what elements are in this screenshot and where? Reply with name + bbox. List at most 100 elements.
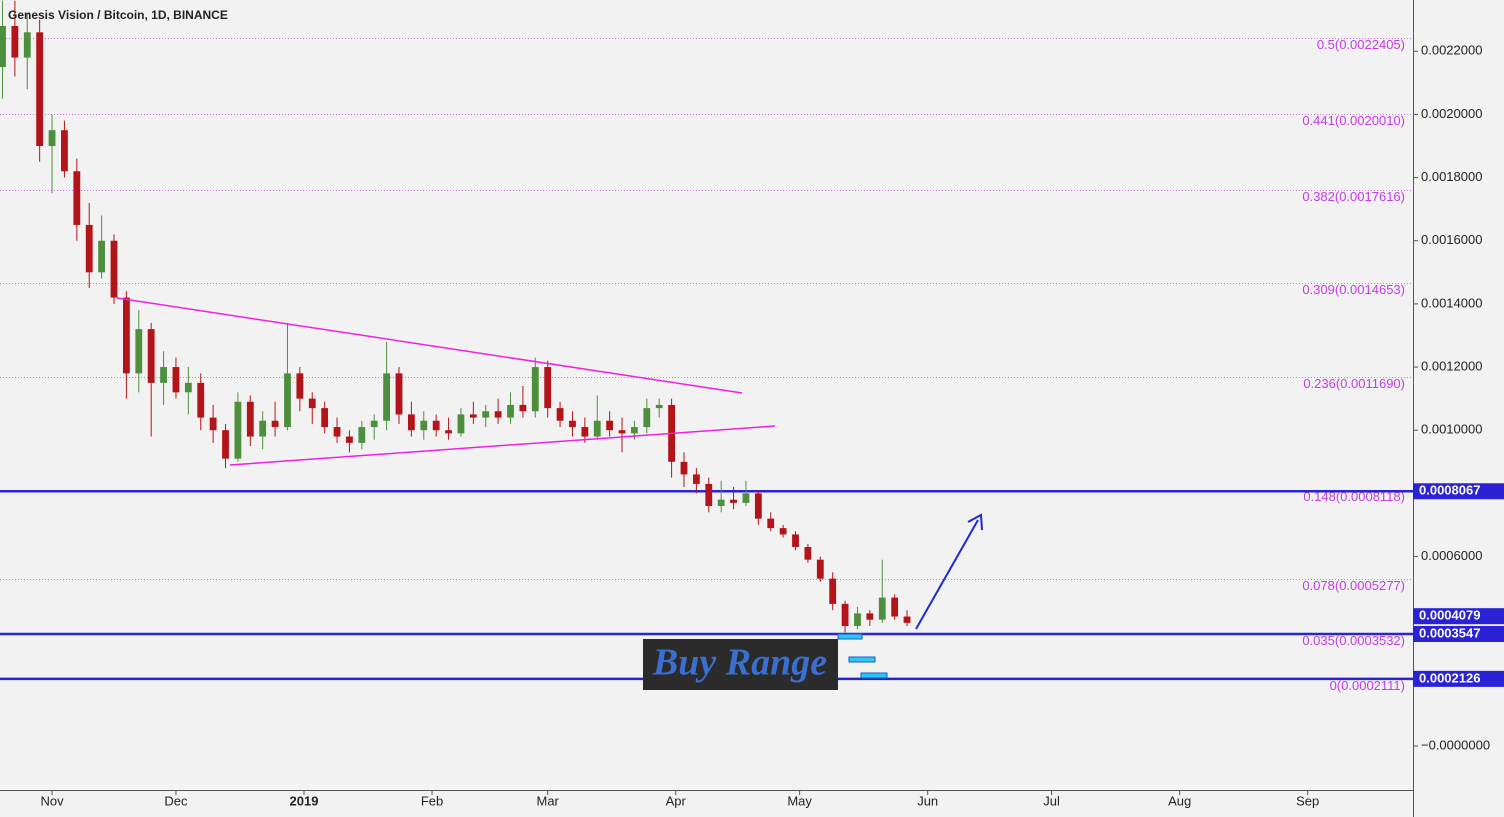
candle-body — [197, 382, 205, 418]
fib-label: 0(0.0002111) — [1330, 678, 1405, 693]
candle-body — [234, 401, 242, 459]
last-price-badge — [1413, 608, 1504, 625]
fib-label: 0.382(0.0017616) — [1302, 189, 1405, 204]
annotation-box — [643, 639, 838, 690]
candle-body — [172, 367, 180, 393]
x-tick-label: Apr — [666, 793, 687, 808]
candle-body — [284, 373, 291, 428]
arrow — [915, 519, 979, 630]
candle-body — [841, 603, 849, 627]
candle-body — [407, 414, 415, 431]
candle-body — [519, 404, 527, 412]
x-tick-label: Mar — [536, 793, 559, 808]
y-tick-label: 0.0010000 — [1421, 422, 1482, 437]
candle-body — [903, 616, 911, 623]
fib-label: 0.035(0.0003532) — [1302, 633, 1405, 648]
y-tick-label: 0.0014000 — [1421, 295, 1482, 310]
candle-body — [308, 398, 316, 409]
y-tick-label: −0.0000000 — [1421, 737, 1490, 752]
candle-body — [23, 32, 31, 58]
candle-body — [779, 528, 787, 535]
price-badge-label: 0.0003547 — [1419, 625, 1480, 640]
candle-body — [792, 534, 799, 548]
chart-title: Genesis Vision / Bitcoin, 1D, BINANCE — [8, 8, 228, 22]
fib-label: 0.078(0.0005277) — [1302, 578, 1405, 593]
candle-body — [854, 613, 861, 627]
candle-body — [469, 414, 477, 418]
candle-body — [271, 420, 279, 428]
candle-body — [209, 417, 217, 431]
candle-body — [581, 427, 589, 437]
fib-label: 0.5(0.0022405) — [1317, 37, 1405, 52]
candle-body — [246, 401, 254, 437]
fib-label: 0.236(0.0011690) — [1303, 376, 1405, 391]
price-badge-label: 0.0008067 — [1419, 483, 1480, 498]
candle-body — [110, 240, 118, 298]
candle-body — [804, 547, 812, 560]
price-badge — [1413, 625, 1504, 642]
marker — [848, 656, 876, 663]
x-tick-label: Jul — [1043, 793, 1060, 808]
y-tick-label: 0.0006000 — [1421, 548, 1482, 563]
trendline — [116, 297, 743, 394]
candle-body — [531, 367, 539, 412]
candle-body — [618, 430, 626, 434]
candle-body — [222, 430, 229, 459]
candle-body — [878, 597, 886, 620]
candle-body — [420, 420, 428, 431]
candle-body — [816, 559, 824, 579]
fib-label: 0.441(0.0020010) — [1302, 113, 1405, 128]
candle-body — [606, 420, 614, 431]
x-tick-label: 2019 — [290, 793, 319, 808]
candle-body — [259, 420, 267, 437]
fib-label: 0.309(0.0014653) — [1302, 282, 1405, 297]
x-tick-label: Feb — [421, 793, 443, 808]
y-tick-label: 0.0022000 — [1421, 43, 1482, 58]
marker — [860, 672, 888, 679]
candle-body — [346, 436, 353, 443]
candle-body — [655, 404, 663, 409]
candle-body — [593, 420, 601, 437]
candle-body — [544, 367, 552, 409]
candle-body — [36, 32, 44, 146]
price-badge-label: 0.0002126 — [1419, 670, 1480, 685]
candle-body — [11, 25, 19, 58]
candle-body — [494, 411, 502, 418]
candle-body — [333, 427, 341, 437]
arrow-head — [967, 513, 983, 531]
candle-body — [147, 329, 155, 383]
candle-body — [754, 493, 762, 519]
y-tick-label: 0.0012000 — [1421, 358, 1482, 373]
price-badge — [1413, 483, 1504, 500]
candle-body — [184, 382, 192, 393]
x-tick-label: Dec — [164, 793, 188, 808]
candle-body — [631, 427, 638, 434]
candle-body — [321, 408, 329, 428]
y-tick-label: 0.0020000 — [1421, 106, 1482, 121]
candle-body — [692, 474, 700, 484]
candle-body — [680, 461, 688, 475]
y-tick-label: 0.0018000 — [1421, 169, 1482, 184]
x-tick-label: Nov — [40, 793, 64, 808]
candle-body — [432, 420, 440, 431]
candle-body — [135, 329, 143, 374]
candle-body — [556, 408, 564, 421]
candle-body — [742, 493, 750, 503]
candle-body — [370, 420, 378, 428]
candle-body — [730, 499, 737, 503]
candle-body — [482, 411, 490, 418]
candle-body — [717, 499, 725, 507]
candle-body — [358, 427, 366, 443]
marker — [837, 633, 863, 640]
price-badge — [1413, 670, 1504, 687]
candle-body — [160, 367, 167, 383]
candle-body — [0, 25, 6, 68]
candle-body — [122, 297, 130, 374]
candle-body — [829, 578, 837, 604]
candle-body — [891, 597, 899, 617]
x-tick-label: Jun — [917, 793, 938, 808]
candle-body — [767, 518, 775, 529]
trendline — [229, 425, 776, 466]
x-tick-label: Aug — [1168, 793, 1191, 808]
